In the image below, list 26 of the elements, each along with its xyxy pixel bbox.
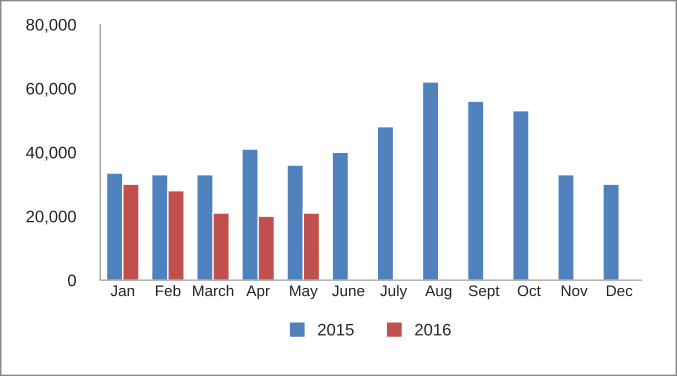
x-tick-label: July — [380, 284, 408, 300]
y-tick-label: 20,000 — [26, 210, 76, 224]
bar — [602, 184, 620, 280]
x-tick-label: Apr — [246, 286, 270, 300]
y-tick-label: 80,000 — [26, 18, 76, 33]
x-tick-label: Sept — [468, 285, 500, 300]
x-tick-label: Nov — [562, 286, 588, 296]
x-tick-label: May — [290, 286, 318, 300]
x-tick-label: Dec — [606, 286, 632, 296]
x-tick-label: Aug — [425, 286, 452, 300]
x-tick-label: Oct — [518, 285, 541, 296]
legend-label: 2015 — [318, 324, 354, 336]
y-tick-label: 0 — [68, 274, 76, 286]
bar — [376, 126, 394, 280]
x-tick-label: Feb — [156, 284, 180, 296]
bar — [331, 152, 350, 280]
x-tick-label: March — [193, 284, 234, 296]
x-tick-label: Jan — [110, 286, 134, 296]
bar — [422, 81, 440, 280]
bar — [512, 110, 530, 280]
legend-label: 2016 — [415, 324, 451, 336]
bar — [466, 100, 485, 280]
x-tick-label: June — [332, 286, 364, 296]
y-tick-label: 40,000 — [26, 146, 76, 160]
y-tick-label: 60,000 — [26, 82, 76, 97]
bar — [557, 174, 575, 280]
